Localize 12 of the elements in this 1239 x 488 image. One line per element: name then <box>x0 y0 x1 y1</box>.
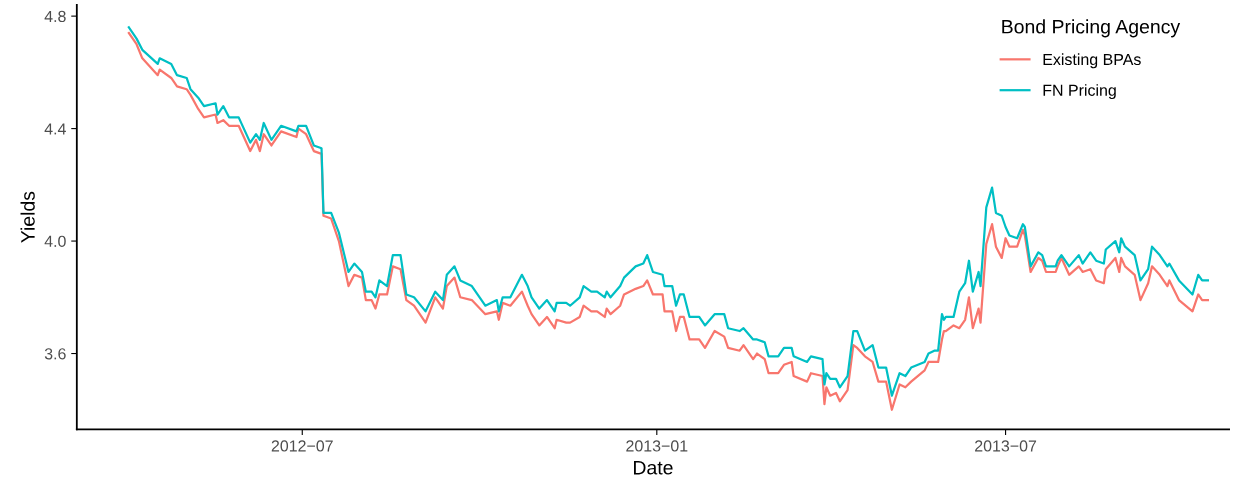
x-axis-title: Date <box>634 461 673 475</box>
y-axis-title: Yields <box>20 191 35 243</box>
x-tick-label: 2013−07 <box>975 440 1037 452</box>
y-tick-label: 4.4 <box>44 123 66 135</box>
legend-label: FN Pricing <box>1043 84 1116 100</box>
legend-title: Bond Pricing Agency <box>1002 19 1181 38</box>
y-tick-label: 4.0 <box>44 235 66 247</box>
y-tick-label: 4.8 <box>44 10 66 23</box>
y-tick-label: 3.6 <box>44 348 66 360</box>
legend-label: Existing BPAs <box>1043 53 1141 69</box>
x-tick-label: 2012−07 <box>271 440 333 452</box>
x-tick-label: 2013−01 <box>626 440 688 452</box>
